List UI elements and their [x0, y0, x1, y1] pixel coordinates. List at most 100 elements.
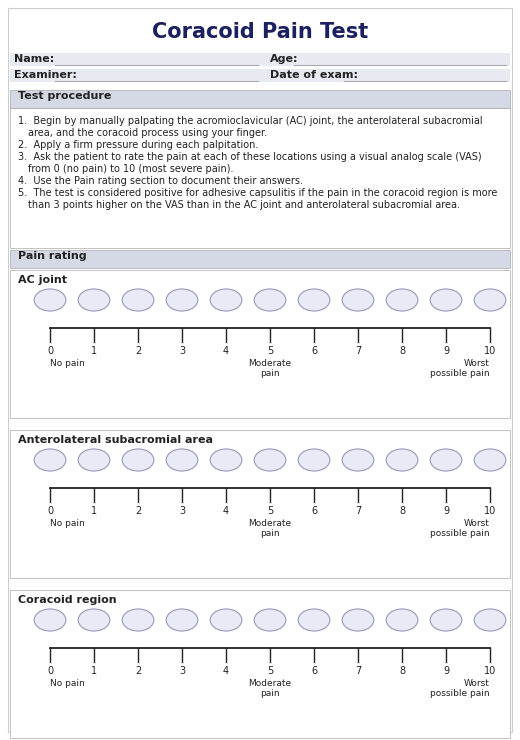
Text: 9: 9 — [443, 666, 449, 676]
Text: 3: 3 — [179, 666, 185, 676]
Ellipse shape — [474, 449, 506, 471]
Text: 10: 10 — [484, 346, 496, 356]
Ellipse shape — [254, 609, 286, 631]
Text: Worst
possible pain: Worst possible pain — [431, 679, 490, 699]
FancyBboxPatch shape — [10, 270, 510, 418]
Ellipse shape — [342, 609, 374, 631]
Ellipse shape — [210, 449, 242, 471]
Text: Worst
possible pain: Worst possible pain — [431, 359, 490, 378]
Text: No pain: No pain — [50, 359, 85, 368]
Ellipse shape — [254, 289, 286, 311]
Text: Worst
possible pain: Worst possible pain — [431, 519, 490, 539]
Text: 7: 7 — [355, 666, 361, 676]
Ellipse shape — [34, 449, 66, 471]
Text: from 0 (no pain) to 10 (most severe pain).: from 0 (no pain) to 10 (most severe pain… — [28, 164, 233, 174]
Text: 5: 5 — [267, 666, 273, 676]
Text: Coracoid region: Coracoid region — [18, 595, 116, 605]
Text: Moderate
pain: Moderate pain — [249, 679, 292, 699]
Text: No pain: No pain — [50, 679, 85, 688]
Ellipse shape — [122, 609, 154, 631]
Ellipse shape — [386, 289, 418, 311]
Text: Test procedure: Test procedure — [18, 91, 111, 101]
Text: 1: 1 — [91, 666, 97, 676]
Text: than 3 points higher on the VAS than in the AC joint and anterolateral subacromi: than 3 points higher on the VAS than in … — [28, 200, 460, 210]
Text: 10: 10 — [484, 506, 496, 516]
Ellipse shape — [122, 289, 154, 311]
Text: 6: 6 — [311, 346, 317, 356]
Text: 0: 0 — [47, 506, 53, 516]
Ellipse shape — [34, 609, 66, 631]
Text: Age:: Age: — [270, 54, 298, 64]
Ellipse shape — [342, 289, 374, 311]
FancyBboxPatch shape — [10, 53, 510, 66]
Text: 5.  The test is considered positive for adhesive capsulitis if the pain in the c: 5. The test is considered positive for a… — [18, 188, 497, 198]
FancyBboxPatch shape — [10, 250, 510, 268]
Text: 2: 2 — [135, 346, 141, 356]
Text: 5: 5 — [267, 506, 273, 516]
Text: 7: 7 — [355, 346, 361, 356]
Text: 8: 8 — [399, 666, 405, 676]
Text: 4: 4 — [223, 666, 229, 676]
Text: 1: 1 — [91, 506, 97, 516]
Text: 1: 1 — [91, 346, 97, 356]
Text: 6: 6 — [311, 506, 317, 516]
Ellipse shape — [386, 609, 418, 631]
FancyBboxPatch shape — [10, 430, 510, 578]
Ellipse shape — [386, 449, 418, 471]
Text: 2.  Apply a firm pressure during each palpitation.: 2. Apply a firm pressure during each pal… — [18, 140, 258, 150]
Text: 0: 0 — [47, 666, 53, 676]
Text: 8: 8 — [399, 506, 405, 516]
Text: 2: 2 — [135, 506, 141, 516]
Ellipse shape — [166, 289, 198, 311]
FancyBboxPatch shape — [10, 590, 510, 738]
Ellipse shape — [34, 289, 66, 311]
Text: 9: 9 — [443, 506, 449, 516]
Text: 9: 9 — [443, 346, 449, 356]
Ellipse shape — [430, 609, 462, 631]
Text: Examiner:: Examiner: — [14, 70, 77, 80]
Text: 5: 5 — [267, 346, 273, 356]
Ellipse shape — [430, 289, 462, 311]
Text: 4: 4 — [223, 506, 229, 516]
Text: Coracoid Pain Test: Coracoid Pain Test — [152, 22, 368, 42]
Text: AC joint: AC joint — [18, 275, 67, 285]
Text: 8: 8 — [399, 346, 405, 356]
Ellipse shape — [166, 609, 198, 631]
Ellipse shape — [166, 449, 198, 471]
Text: 3: 3 — [179, 346, 185, 356]
Text: 0: 0 — [47, 346, 53, 356]
Ellipse shape — [342, 449, 374, 471]
Ellipse shape — [474, 289, 506, 311]
Text: Anterolateral subacromial area: Anterolateral subacromial area — [18, 435, 213, 445]
Text: 6: 6 — [311, 666, 317, 676]
Ellipse shape — [78, 609, 110, 631]
Text: 10: 10 — [484, 666, 496, 676]
Ellipse shape — [298, 289, 330, 311]
Text: 3.  Ask the patient to rate the pain at each of these locations using a visual a: 3. Ask the patient to rate the pain at e… — [18, 152, 482, 162]
Text: 7: 7 — [355, 506, 361, 516]
FancyBboxPatch shape — [8, 8, 512, 732]
Ellipse shape — [210, 609, 242, 631]
Ellipse shape — [210, 289, 242, 311]
Text: No pain: No pain — [50, 519, 85, 528]
FancyBboxPatch shape — [10, 69, 510, 82]
Text: 1.  Begin by manually palpating the acromioclavicular (AC) joint, the anterolate: 1. Begin by manually palpating the acrom… — [18, 116, 483, 126]
FancyBboxPatch shape — [10, 90, 510, 108]
Text: Date of exam:: Date of exam: — [270, 70, 358, 80]
Text: Moderate
pain: Moderate pain — [249, 359, 292, 378]
Ellipse shape — [122, 449, 154, 471]
Ellipse shape — [474, 609, 506, 631]
Ellipse shape — [78, 449, 110, 471]
Text: Moderate
pain: Moderate pain — [249, 519, 292, 539]
Text: 4: 4 — [223, 346, 229, 356]
Ellipse shape — [254, 449, 286, 471]
Text: 2: 2 — [135, 666, 141, 676]
Text: 3: 3 — [179, 506, 185, 516]
Text: 4.  Use the Pain rating section to document their answers.: 4. Use the Pain rating section to docume… — [18, 176, 303, 186]
Text: Pain rating: Pain rating — [18, 251, 87, 261]
Text: area, and the coracoid process using your finger.: area, and the coracoid process using you… — [28, 128, 267, 138]
Ellipse shape — [298, 449, 330, 471]
Ellipse shape — [78, 289, 110, 311]
Text: Name:: Name: — [14, 54, 54, 64]
Ellipse shape — [298, 609, 330, 631]
